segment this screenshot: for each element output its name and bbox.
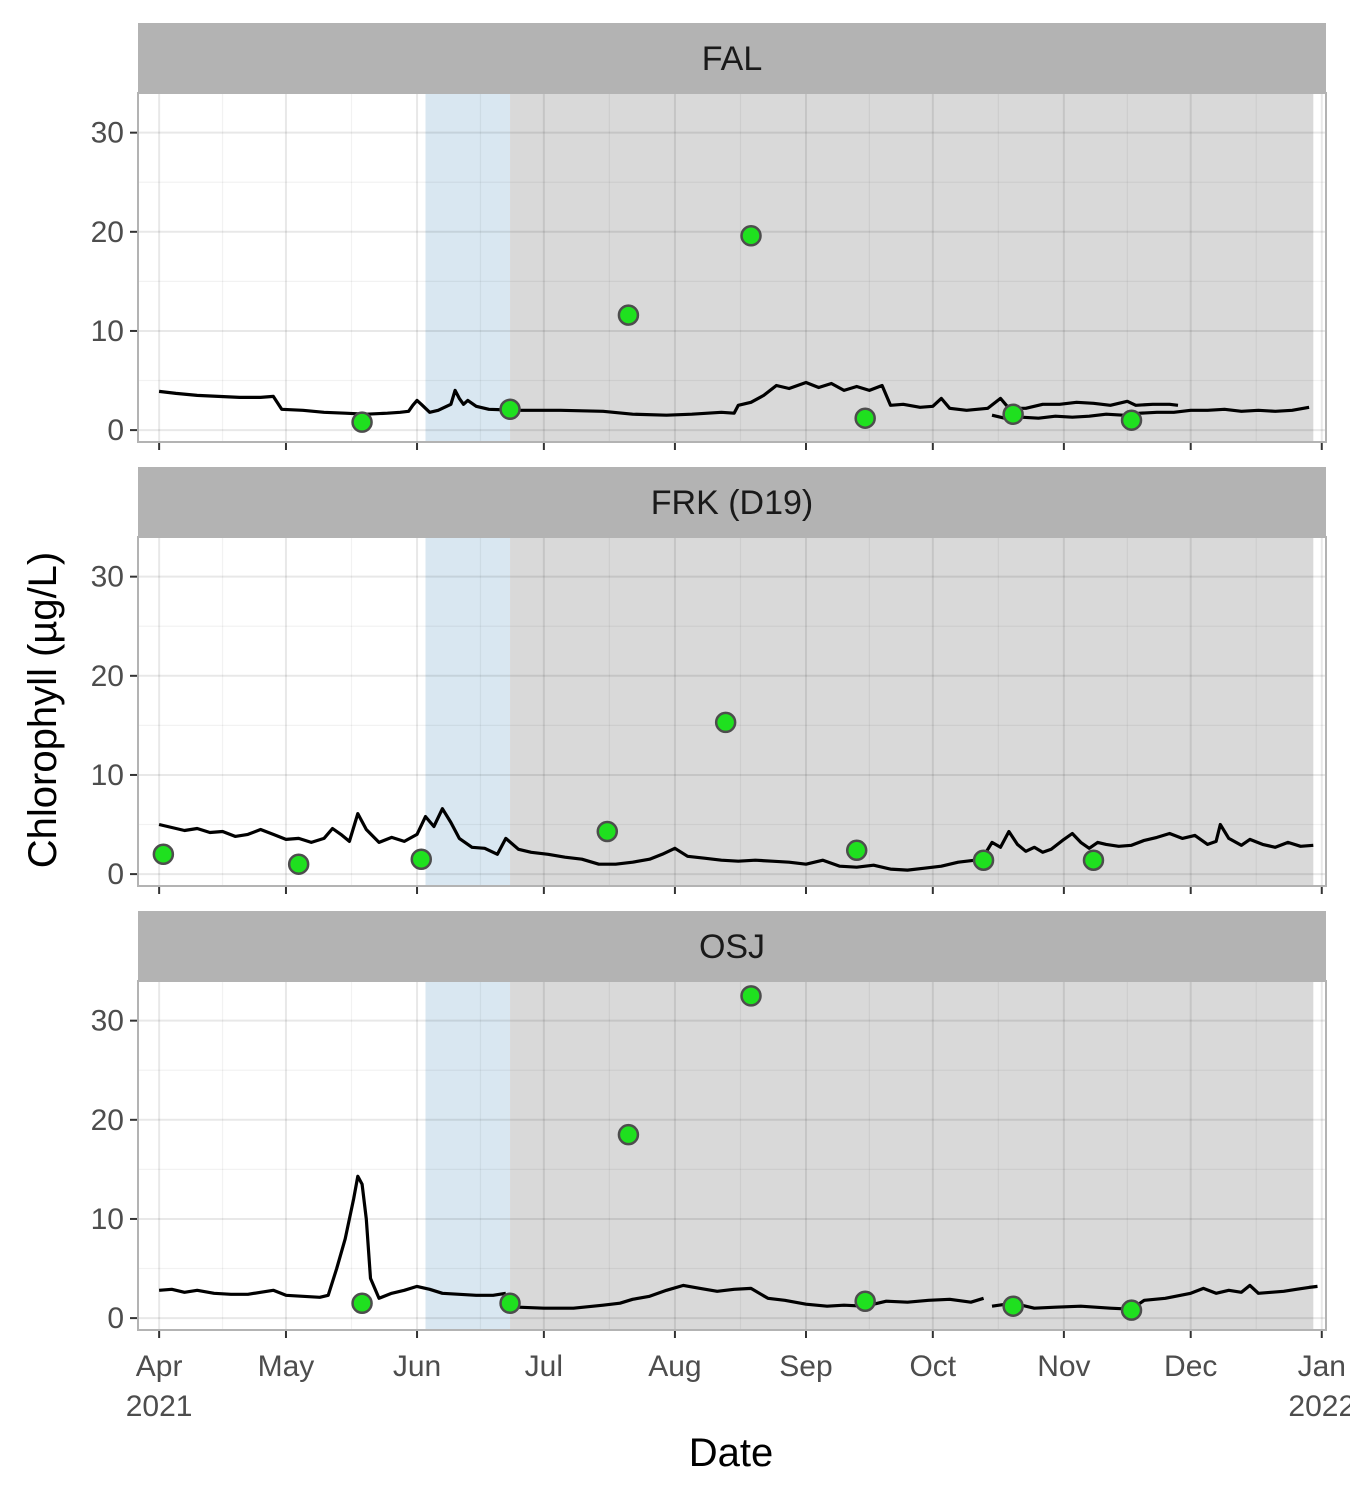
panel-border	[137, 980, 1327, 1331]
panel-title: FAL	[702, 40, 762, 78]
panel-strip	[138, 23, 1326, 93]
shaded-period	[425, 981, 511, 1330]
shaded-period	[425, 93, 511, 442]
chlorophyll-line	[991, 1283, 1318, 1311]
sample-point	[1120, 409, 1143, 431]
y-tick-label: 20	[91, 1104, 124, 1137]
panel-border	[137, 536, 1327, 887]
chlorophyll-line	[158, 380, 1179, 417]
sample-point	[1120, 1299, 1143, 1321]
panel-strip	[138, 911, 1326, 981]
x-tick-year-label: 2021	[126, 1390, 193, 1423]
y-tick-label: 10	[91, 315, 124, 348]
x-tick-label: Oct	[909, 1350, 956, 1383]
sample-point	[617, 304, 640, 326]
sample-point	[1002, 1295, 1024, 1317]
y-tick-label: 0	[107, 1302, 124, 1335]
x-tick-year-label: 2022	[1288, 1390, 1350, 1423]
shaded-period	[510, 93, 1314, 442]
sample-point	[854, 1290, 876, 1312]
y-tick-label: 30	[91, 1005, 124, 1038]
panels-layer: FAL 0 10 20 30 FRK (D19) 0 10 20 30 OSJ 0 10 20 30	[91, 23, 1327, 1338]
shaded-period	[510, 537, 1314, 886]
x-tick-label: Jun	[393, 1350, 441, 1383]
x-tick-label: Aug	[648, 1350, 701, 1383]
sample-point	[845, 839, 868, 862]
sample-point	[351, 411, 373, 433]
chlorophyll-line	[518, 1283, 985, 1310]
sample-point	[854, 407, 876, 429]
panel-3: OSJ 0 10 20 30	[91, 911, 1327, 1338]
y-tick-label: 30	[91, 561, 124, 594]
sample-point	[351, 1292, 373, 1314]
y-tick-label: 20	[91, 660, 124, 693]
sample-point	[972, 849, 995, 871]
y-tick-label: 20	[91, 216, 124, 249]
panel-2: FRK (D19) 0 10 20 30	[91, 467, 1327, 894]
sample-point	[499, 1292, 521, 1314]
sample-point	[1002, 403, 1024, 425]
x-tick-label: Dec	[1164, 1350, 1217, 1383]
panel-strip	[138, 467, 1326, 537]
y-tick-label: 30	[91, 117, 124, 150]
x-tick-label: Apr	[136, 1350, 183, 1383]
y-tick-label: 10	[91, 1203, 124, 1236]
x-tick-label: Sep	[779, 1350, 832, 1383]
sample-point	[152, 843, 175, 866]
chlorophyll-line	[991, 405, 1310, 420]
x-tick-label: Jan	[1298, 1350, 1346, 1383]
y-tick-label: 0	[107, 858, 124, 891]
sample-point	[596, 820, 619, 843]
sample-point	[410, 848, 433, 870]
sample-point	[287, 853, 310, 875]
x-tick-label: Nov	[1037, 1350, 1090, 1383]
panel-title: FRK (D19)	[651, 484, 813, 522]
sample-point	[499, 398, 521, 421]
panel-1: FAL 0 10 20 30	[91, 23, 1327, 450]
panel-title: OSJ	[699, 928, 765, 966]
sample-point	[740, 225, 762, 247]
y-tick-label: 0	[107, 414, 124, 447]
x-tick-label: May	[258, 1350, 315, 1383]
sample-point	[617, 1123, 640, 1146]
shaded-period	[425, 537, 511, 886]
panel-border	[137, 92, 1327, 443]
x-tick-label: Jul	[525, 1350, 563, 1383]
chlorophyll-line	[158, 807, 1314, 872]
chlorophyll-line	[158, 1174, 507, 1300]
shaded-period	[510, 981, 1314, 1330]
sample-point	[740, 985, 762, 1007]
sample-point	[714, 711, 737, 734]
x-axis-title: Date	[689, 1431, 774, 1475]
y-axis-title: Chlorophyll (µg/L)	[21, 552, 65, 869]
x-axis: Apr 2021 May Jun Jul Aug Sep Oct Nov Dec Jan 2022	[126, 1350, 1350, 1423]
sample-point	[1082, 849, 1105, 871]
y-tick-label: 10	[91, 759, 124, 792]
